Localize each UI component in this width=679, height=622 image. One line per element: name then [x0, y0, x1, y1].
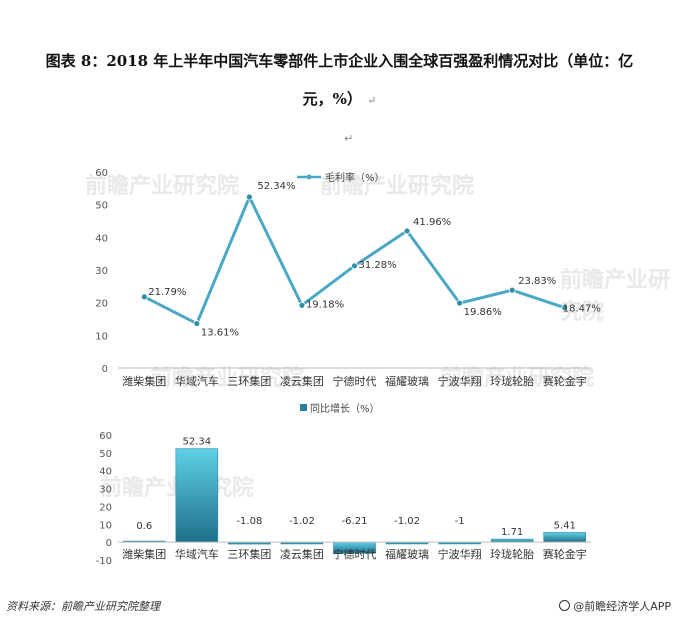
- line-legend-marker: [306, 174, 312, 180]
- line-x-tick-label: 福耀玻璃: [385, 374, 429, 388]
- bar-data-label: -1.02: [394, 516, 420, 527]
- series-line: [143, 195, 566, 326]
- chart-title-line1: 图表 8：2018 年上半年中国汽车零部件上市企业入围全球百强盈利情况对比（单位…: [45, 52, 634, 70]
- bar-y-tick-label: 40: [99, 467, 112, 478]
- line-data-label: 19.18%: [306, 299, 344, 310]
- line-data-label: 52.34%: [257, 181, 295, 192]
- bar-y-tick-label: 60: [99, 431, 112, 442]
- line-y-tick-label: 50: [95, 201, 108, 212]
- return-mark: ↵: [367, 94, 377, 107]
- line-point: [508, 286, 516, 294]
- line-y-tick-label: 20: [95, 299, 108, 310]
- bar-data-label: 52.34: [183, 437, 212, 448]
- bar-data-label: -1.08: [236, 516, 262, 527]
- bar-y-tick-label: 20: [99, 502, 112, 513]
- bar-x-tick-label: 宁德时代: [333, 547, 377, 561]
- bar-y-tick-label: 0: [106, 538, 112, 549]
- bar-y-tick-label: 10: [99, 520, 112, 531]
- bar-legend-label: 同比增长（%）: [310, 402, 380, 415]
- brand-credit: @前瞻经济学人APP: [559, 598, 671, 614]
- bar-y-tick-label: 50: [99, 449, 112, 460]
- watermark: 前瞻产业研究院: [560, 268, 671, 325]
- bar-x-tick-label: 潍柴集团: [122, 547, 166, 561]
- line-x-tick-label: 凌云集团: [280, 374, 324, 388]
- bar-data-label: -1.02: [289, 516, 315, 527]
- line-data-label: 31.28%: [359, 260, 397, 271]
- watermark: 前瞻产业研究院: [150, 366, 305, 391]
- line-data-label: 21.79%: [148, 287, 186, 298]
- line-data-label: 23.83%: [518, 276, 556, 287]
- bar-x-tick-label: 玲珑轮胎: [490, 547, 534, 561]
- line-x-tick-label: 宁波华翔: [438, 374, 482, 388]
- bar-data-label: 1.71: [501, 527, 523, 538]
- brand-logo-icon: [559, 600, 571, 611]
- line-x-tick-label: 潍柴集团: [122, 374, 166, 388]
- line-y-tick-label: 40: [95, 233, 108, 244]
- watermark: 前瞻产业研究院: [85, 174, 240, 199]
- line-y-tick-label: 60: [95, 168, 108, 179]
- bar-x-tick-label: 福耀玻璃: [385, 547, 429, 561]
- bar-x-tick-label: 宁波华翔: [438, 547, 482, 561]
- line-data-label: 18.47%: [563, 304, 601, 315]
- line-y-tick-label: 10: [95, 331, 108, 342]
- line-x-tick-label: 华域汽车: [175, 374, 219, 388]
- bar-data-label: 5.41: [554, 520, 576, 531]
- line-point: [298, 301, 306, 309]
- line-point: [140, 293, 148, 301]
- bar-data-label: 0.6: [136, 521, 152, 532]
- bar-x-tick-label: 华域汽车: [175, 547, 219, 561]
- bar-y-tick-label: -10: [96, 556, 112, 567]
- line-legend-label: 毛利率（%）: [325, 171, 385, 184]
- bar-legend-swatch: [300, 404, 307, 411]
- bar-data-label: -6.21: [342, 516, 368, 527]
- line-x-tick-label: 三环集团: [227, 374, 271, 388]
- line-data-label: 19.86%: [464, 307, 502, 318]
- brand-text: @前瞻经济学人APP: [573, 600, 671, 613]
- chart-title-line2: 元，%） ↵: [302, 90, 377, 108]
- line-y-tick-label: 30: [95, 266, 108, 277]
- line-x-tick-label: 宁德时代: [333, 374, 377, 388]
- bar: [543, 532, 587, 543]
- bar-x-tick-label: 三环集团: [227, 547, 271, 561]
- bar-data-label: -1: [455, 516, 465, 527]
- line-point: [403, 227, 411, 235]
- line-x-tick-label: 赛轮金宇: [543, 374, 587, 388]
- line-y-tick-label: 0: [102, 364, 108, 375]
- line-point: [245, 193, 253, 201]
- bar-x-tick-label: 凌云集团: [280, 547, 324, 561]
- watermark: 前瞻产业研究院: [320, 174, 475, 199]
- line-data-label: 41.96%: [413, 217, 451, 228]
- line-x-tick-label: 玲珑轮胎: [490, 374, 534, 388]
- bar-y-tick-label: 30: [99, 485, 112, 496]
- line-point: [193, 320, 201, 327]
- line-point: [351, 262, 358, 270]
- line-point: [561, 304, 569, 312]
- line-point: [456, 299, 464, 307]
- watermark: 前瞻产业研究院: [440, 366, 595, 391]
- return-mark-2: ↵: [344, 132, 354, 145]
- line-data-label: 13.61%: [201, 328, 239, 339]
- bar: [175, 448, 219, 543]
- bar-x-tick-label: 赛轮金宇: [543, 547, 587, 561]
- source-note: 资料来源：前瞻产业研究院整理: [6, 600, 160, 613]
